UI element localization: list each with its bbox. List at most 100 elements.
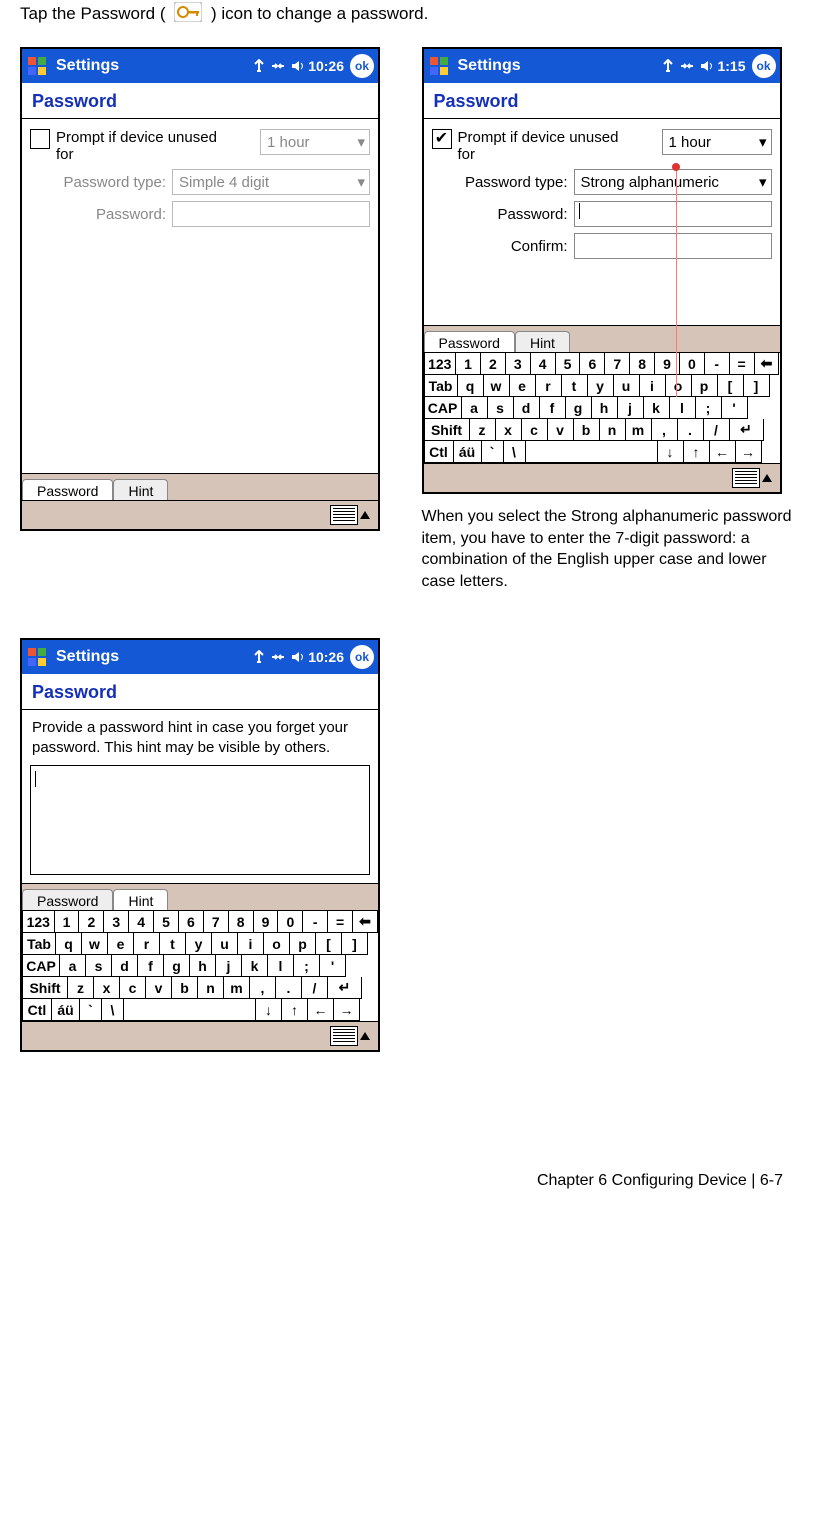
type-select[interactable]: Simple 4 digit ▾ xyxy=(172,169,370,195)
up-arrow-icon[interactable] xyxy=(762,474,772,482)
key[interactable]: → xyxy=(334,999,360,1021)
key[interactable]: p xyxy=(692,375,718,397)
key[interactable]: y xyxy=(186,933,212,955)
up-arrow-icon[interactable] xyxy=(360,511,370,519)
prompt-checkbox[interactable]: ✔ xyxy=(432,129,452,149)
key[interactable]: 4 xyxy=(531,353,556,375)
key[interactable]: ` xyxy=(482,441,504,463)
key[interactable]: 3 xyxy=(506,353,531,375)
key[interactable]: [ xyxy=(718,375,744,397)
key[interactable]: ↑ xyxy=(684,441,710,463)
key[interactable]: ↓ xyxy=(658,441,684,463)
key[interactable]: g xyxy=(164,955,190,977)
key[interactable]: t xyxy=(160,933,186,955)
key[interactable]: q xyxy=(56,933,82,955)
key[interactable]: j xyxy=(618,397,644,419)
key[interactable]: 0 xyxy=(278,911,303,933)
key[interactable]: p xyxy=(290,933,316,955)
key[interactable]: v xyxy=(548,419,574,441)
key[interactable]: ' xyxy=(722,397,748,419)
key[interactable]: ⬅ xyxy=(755,353,780,375)
key[interactable]: 2 xyxy=(481,353,506,375)
key[interactable]: ` xyxy=(80,999,102,1021)
key[interactable]: m xyxy=(224,977,250,999)
key[interactable]: h xyxy=(190,955,216,977)
key[interactable]: Ctl xyxy=(424,441,454,463)
key[interactable]: ↵ xyxy=(730,419,764,441)
key[interactable]: ; xyxy=(696,397,722,419)
key[interactable]: \ xyxy=(504,441,526,463)
key[interactable]: Tab xyxy=(22,933,56,955)
ok-button[interactable]: ok xyxy=(350,645,374,669)
key[interactable]: x xyxy=(496,419,522,441)
key[interactable]: Ctl xyxy=(22,999,52,1021)
key[interactable]: z xyxy=(68,977,94,999)
up-arrow-icon[interactable] xyxy=(360,1032,370,1040)
key[interactable]: e xyxy=(510,375,536,397)
key[interactable]: n xyxy=(600,419,626,441)
key[interactable]: / xyxy=(302,977,328,999)
keyboard-icon[interactable] xyxy=(330,1026,358,1046)
key[interactable]: ↵ xyxy=(328,977,362,999)
key[interactable]: f xyxy=(138,955,164,977)
key[interactable]: 2 xyxy=(79,911,104,933)
key[interactable]: Shift xyxy=(22,977,68,999)
key[interactable]: r xyxy=(536,375,562,397)
duration-select[interactable]: 1 hour ▾ xyxy=(662,129,772,155)
key[interactable]: y xyxy=(588,375,614,397)
key[interactable]: áü xyxy=(52,999,80,1021)
key[interactable]: z xyxy=(470,419,496,441)
ok-button[interactable]: ok xyxy=(350,54,374,78)
key[interactable]: 5 xyxy=(556,353,581,375)
key[interactable]: ' xyxy=(320,955,346,977)
key[interactable]: k xyxy=(644,397,670,419)
password-input[interactable] xyxy=(574,201,772,227)
key[interactable]: CAP xyxy=(22,955,60,977)
key[interactable]: d xyxy=(514,397,540,419)
key[interactable]: b xyxy=(172,977,198,999)
key[interactable]: r xyxy=(134,933,160,955)
tab-password[interactable]: Password xyxy=(22,889,113,910)
key[interactable]: / xyxy=(704,419,730,441)
password-input[interactable] xyxy=(172,201,370,227)
key[interactable]: 123 xyxy=(424,353,457,375)
key[interactable]: d xyxy=(112,955,138,977)
key[interactable]: l xyxy=(268,955,294,977)
key[interactable] xyxy=(124,999,256,1021)
key[interactable]: 8 xyxy=(229,911,254,933)
key[interactable]: x xyxy=(94,977,120,999)
key[interactable]: w xyxy=(82,933,108,955)
key[interactable]: i xyxy=(640,375,666,397)
key[interactable]: n xyxy=(198,977,224,999)
tab-hint[interactable]: Hint xyxy=(113,889,168,910)
keyboard-icon[interactable] xyxy=(732,468,760,488)
key[interactable]: . xyxy=(276,977,302,999)
key[interactable]: a xyxy=(462,397,488,419)
tab-password[interactable]: Password xyxy=(22,479,113,500)
key[interactable]: áü xyxy=(454,441,482,463)
key[interactable]: o xyxy=(666,375,692,397)
key[interactable]: ; xyxy=(294,955,320,977)
key[interactable]: b xyxy=(574,419,600,441)
key[interactable]: u xyxy=(614,375,640,397)
key[interactable]: m xyxy=(626,419,652,441)
key[interactable]: ← xyxy=(308,999,334,1021)
key[interactable]: c xyxy=(522,419,548,441)
key[interactable]: i xyxy=(238,933,264,955)
key[interactable]: h xyxy=(592,397,618,419)
duration-select[interactable]: 1 hour ▾ xyxy=(260,129,370,155)
key[interactable]: 1 xyxy=(55,911,80,933)
tab-password[interactable]: Password xyxy=(424,331,515,352)
key[interactable]: 4 xyxy=(129,911,154,933)
key[interactable]: ] xyxy=(342,933,368,955)
key[interactable]: a xyxy=(60,955,86,977)
key[interactable]: ↓ xyxy=(256,999,282,1021)
key[interactable]: k xyxy=(242,955,268,977)
key[interactable]: ⬅ xyxy=(353,911,378,933)
key[interactable]: s xyxy=(488,397,514,419)
key[interactable]: f xyxy=(540,397,566,419)
onscreen-keyboard[interactable]: 1231234567890-=⬅Tabqwertyuiop[]CAPasdfgh… xyxy=(22,910,378,1021)
key[interactable]: , xyxy=(250,977,276,999)
key[interactable] xyxy=(526,441,658,463)
key[interactable]: u xyxy=(212,933,238,955)
